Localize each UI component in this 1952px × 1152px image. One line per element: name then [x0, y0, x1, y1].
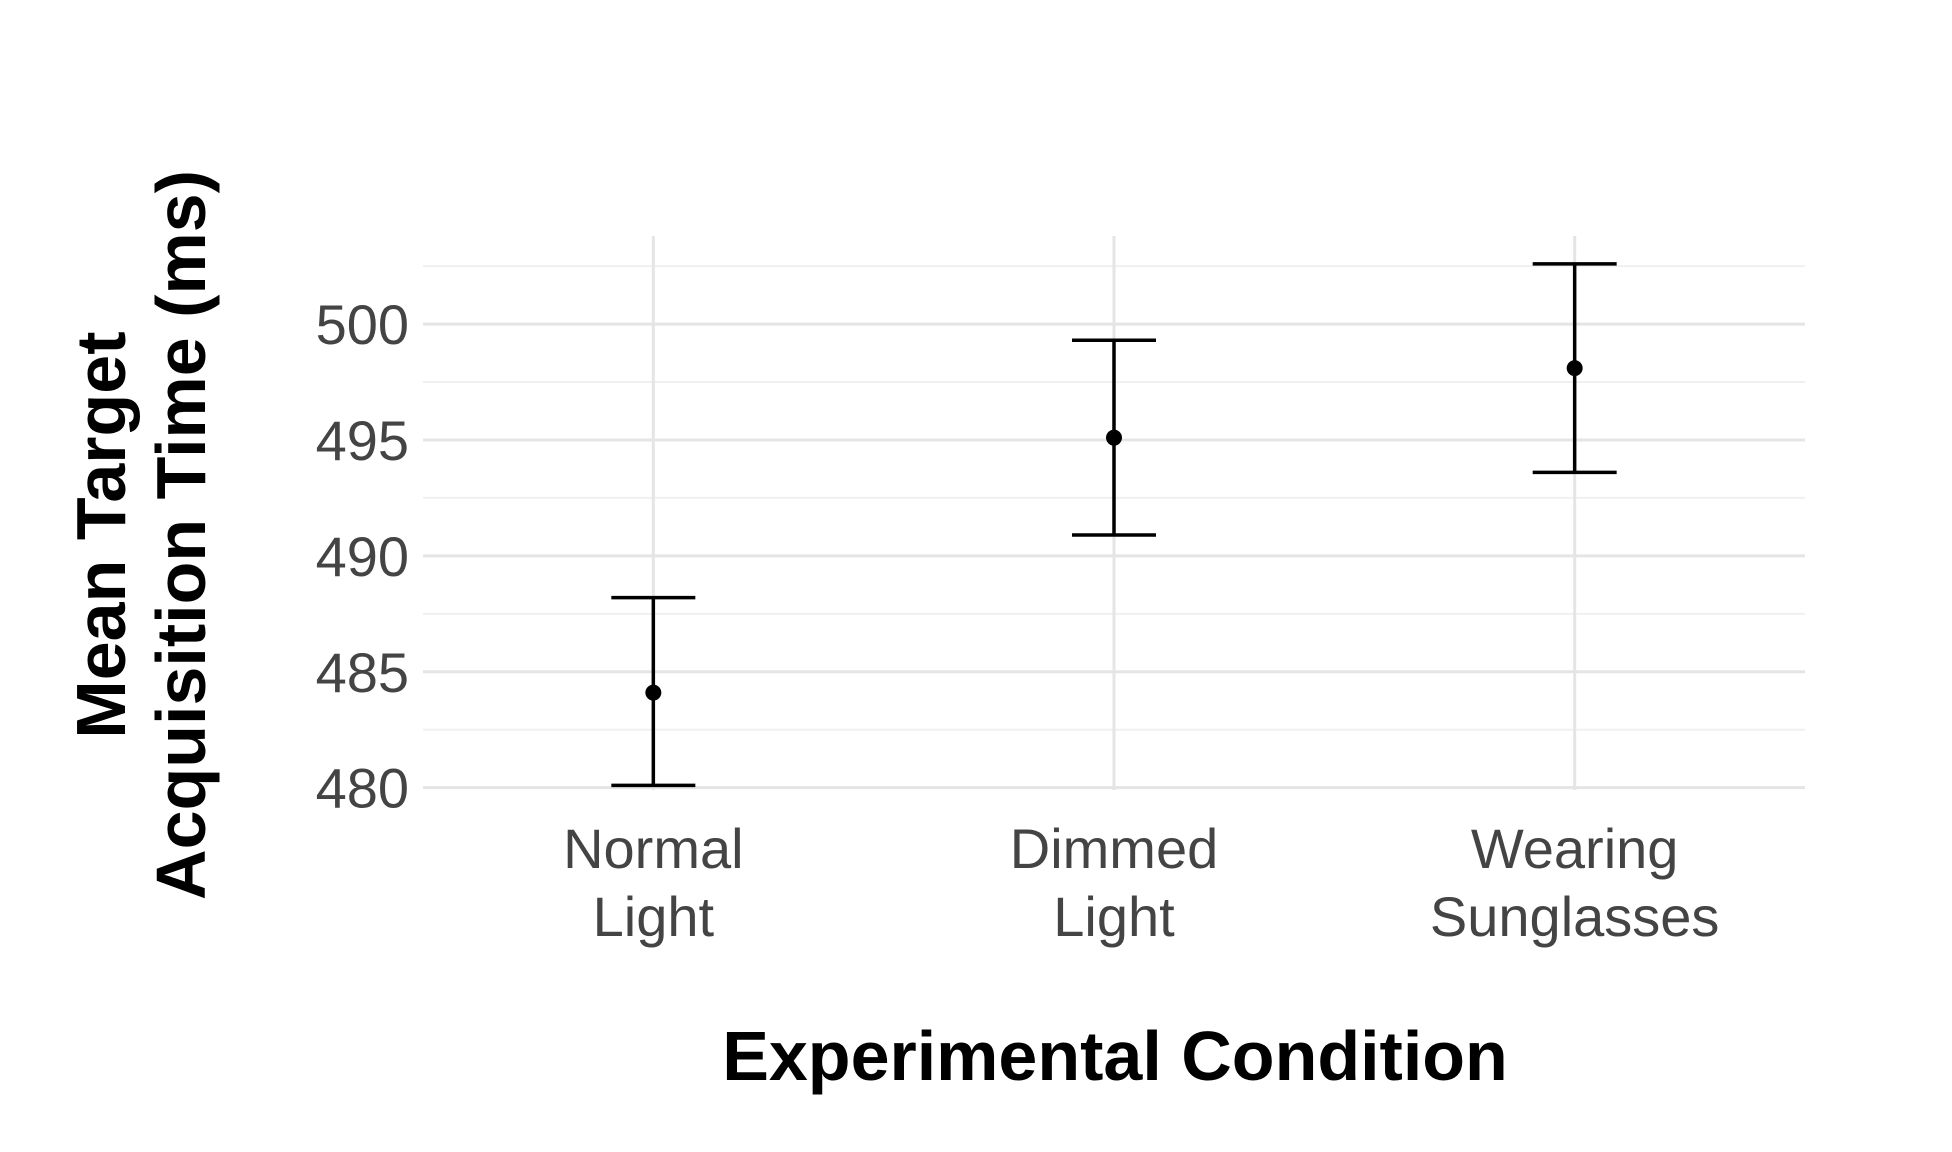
error-bar — [1072, 338, 1156, 537]
y-tick-label: 485 — [316, 641, 409, 704]
x-tick-label: Dimmed — [1010, 817, 1218, 880]
x-tick-label: Wearing — [1471, 817, 1679, 880]
y-axis-title-line-2: Acquisition Time (ms) — [142, 170, 220, 900]
mean-point — [645, 684, 662, 701]
x-tick-label: Sunglasses — [1430, 885, 1720, 948]
y-tick-label: 480 — [316, 757, 409, 820]
error-bar — [1532, 262, 1617, 475]
mean-point — [1106, 429, 1122, 446]
y-tick-label: 500 — [316, 293, 409, 356]
y-tick-label: 490 — [316, 525, 409, 588]
x-axis-title: Experimental Condition — [722, 1017, 1508, 1095]
data-marks — [611, 262, 1617, 788]
x-tick-label: Normal — [563, 817, 743, 880]
x-tick-label: Light — [593, 885, 715, 948]
mean-point — [1566, 360, 1583, 377]
y-tick-labels: 480 485 490 495 500 — [316, 293, 409, 820]
y-axis-title-line-1: Mean Target — [62, 331, 140, 738]
y-tick-label: 495 — [316, 409, 409, 472]
x-tick-label: Light — [1053, 885, 1175, 948]
error-bar — [611, 595, 696, 788]
